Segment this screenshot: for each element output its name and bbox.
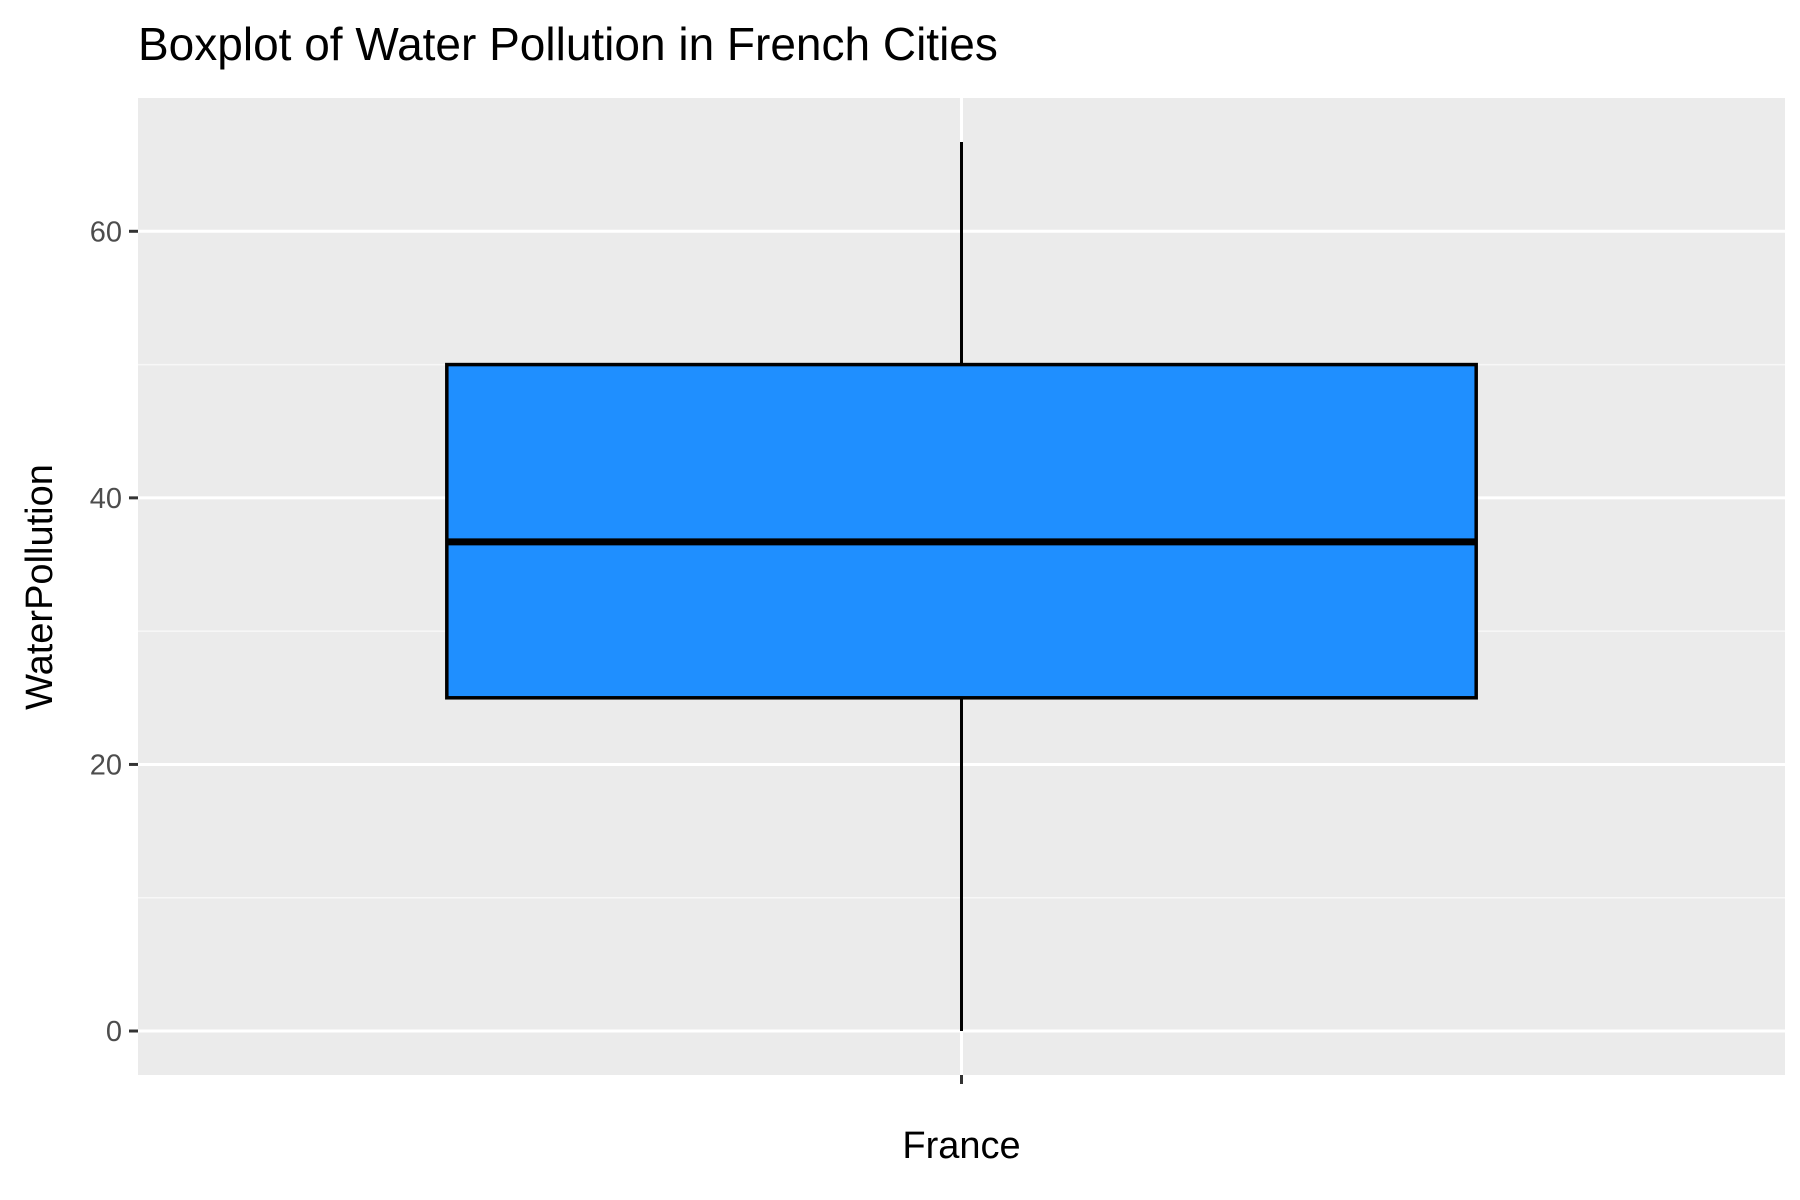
plot-panel: 0 20 40 60 France — [90, 98, 1785, 1167]
box-interquartile — [445, 362, 1478, 700]
y-tick-label: 20 — [90, 749, 122, 781]
y-tick-label: 0 — [106, 1016, 122, 1048]
y-tick-label: 40 — [90, 483, 122, 515]
chart-title: Boxplot of Water Pollution in French Cit… — [138, 18, 998, 70]
y-tick-label: 60 — [90, 216, 122, 248]
y-axis-label: WaterPollution — [19, 464, 61, 710]
x-tick-label: France — [902, 1125, 1020, 1167]
